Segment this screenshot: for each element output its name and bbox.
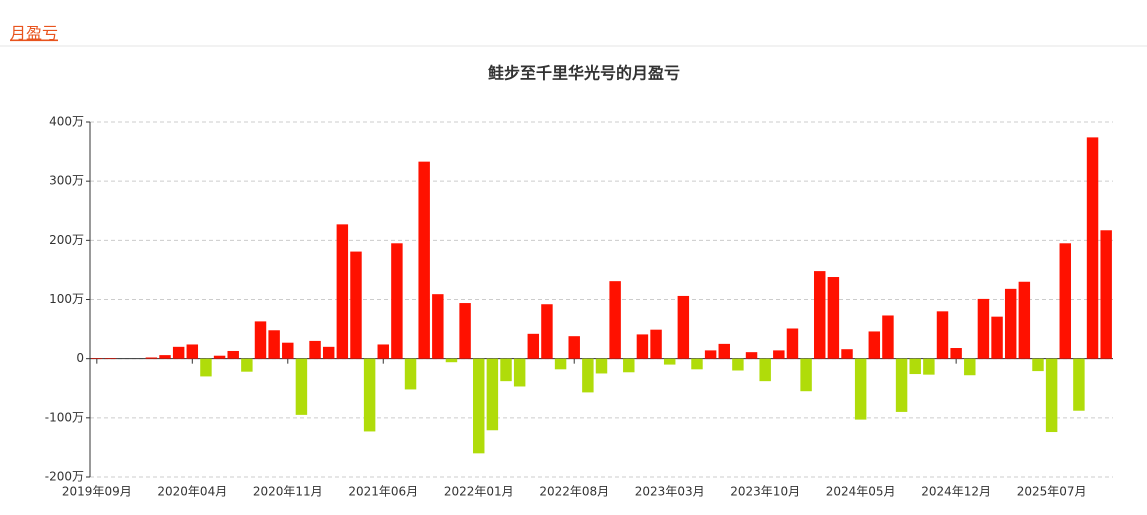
bar (159, 355, 171, 359)
bar (936, 311, 949, 359)
y-tick-label: 400万 (49, 115, 84, 129)
bar (636, 334, 649, 359)
bar (527, 333, 540, 359)
y-tick-label: -100万 (45, 410, 84, 424)
x-tick-label: 2020年04月 (157, 485, 227, 499)
chart-title: 鲑步至千里华光号的月盈亏 (488, 64, 680, 83)
bar (1032, 358, 1044, 372)
bar (854, 358, 867, 420)
header-title: 月盈亏 (10, 24, 58, 43)
bar (704, 350, 717, 359)
bar (418, 161, 430, 359)
bar (991, 316, 1003, 359)
bar (500, 358, 512, 382)
bar (923, 358, 935, 375)
y-tick-label: 200万 (49, 233, 84, 247)
bar (663, 358, 676, 365)
bar (977, 298, 990, 359)
bar (841, 349, 853, 359)
bar (950, 348, 962, 359)
bar (895, 358, 908, 412)
bar (336, 224, 349, 359)
bar (568, 336, 580, 359)
bar (91, 358, 103, 359)
bar (868, 331, 881, 359)
bar (432, 294, 444, 359)
bar (1100, 230, 1112, 359)
y-tick-label: 100万 (49, 292, 84, 306)
bar (350, 251, 362, 359)
bar (1018, 281, 1031, 359)
bar (814, 271, 826, 359)
x-tick-label: 2020年11月 (253, 485, 323, 499)
bar (459, 303, 471, 359)
bar (964, 358, 976, 376)
bar (213, 355, 226, 359)
bar (745, 352, 758, 359)
bar (732, 358, 744, 371)
x-tick-label: 2024年12月 (921, 485, 991, 499)
bar (541, 304, 553, 359)
bar (650, 329, 662, 359)
bar (486, 358, 499, 431)
bar (800, 358, 812, 392)
bar (909, 358, 921, 375)
bar (200, 358, 212, 377)
bar (241, 358, 253, 372)
bar (404, 358, 417, 390)
bar (363, 358, 376, 432)
bar (282, 342, 294, 359)
bar (295, 358, 308, 415)
bar (254, 321, 267, 359)
bar (322, 346, 335, 359)
bar (827, 277, 840, 359)
bar (554, 358, 567, 370)
bar (1059, 243, 1071, 359)
bar (718, 343, 730, 359)
bar (677, 295, 690, 359)
x-tick-label: 2022年08月 (539, 485, 609, 499)
bar (172, 346, 185, 359)
bar (186, 344, 199, 359)
bar (227, 350, 239, 359)
bar (445, 358, 458, 363)
bar (473, 358, 485, 454)
bar (377, 344, 389, 359)
bar (391, 243, 403, 359)
bar (1073, 358, 1085, 411)
bar (309, 340, 321, 359)
bar (759, 358, 771, 382)
y-tick-label: 300万 (49, 174, 84, 188)
bar (882, 315, 894, 359)
bar (513, 358, 526, 387)
bar (104, 358, 117, 359)
bar (1004, 288, 1017, 359)
bar (582, 358, 594, 393)
y-tick-label: -200万 (45, 470, 84, 484)
y-tick-label: 0 (76, 351, 84, 365)
x-tick-label: 2024年05月 (826, 485, 896, 499)
bar (773, 350, 785, 359)
bar (595, 358, 608, 374)
x-tick-label: 2022年01月 (444, 485, 514, 499)
bar (268, 330, 280, 359)
x-tick-label: 2019年09月 (62, 485, 132, 499)
bar (1086, 137, 1099, 359)
bar (691, 358, 703, 370)
bar (145, 357, 158, 359)
x-tick-label: 2021年06月 (348, 485, 418, 499)
bar (786, 328, 799, 359)
x-tick-label: 2023年03月 (635, 485, 705, 499)
x-tick-label: 2023年10月 (730, 485, 800, 499)
bar (1045, 358, 1058, 433)
bar (609, 281, 621, 359)
bar (623, 358, 635, 373)
x-tick-label: 2025年07月 (1017, 485, 1087, 499)
